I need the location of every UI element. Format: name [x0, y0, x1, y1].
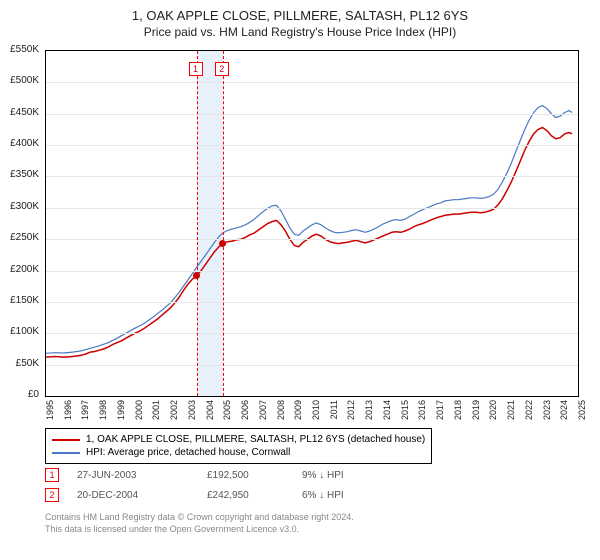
x-tick-label: 2005 [222, 400, 232, 430]
y-tick-label: £300K [0, 201, 39, 212]
x-tick-label: 2014 [382, 400, 392, 430]
gridline [46, 271, 578, 272]
x-tick-label: 2023 [542, 400, 552, 430]
gridline [46, 145, 578, 146]
legend-label: HPI: Average price, detached house, Corn… [86, 447, 290, 458]
footnote-line: This data is licensed under the Open Gov… [45, 524, 354, 536]
x-tick-label: 2018 [453, 400, 463, 430]
x-tick-label: 2022 [524, 400, 534, 430]
sale-row-number: 1 [45, 468, 59, 482]
sale-date: 27-JUN-2003 [77, 470, 207, 481]
x-tick-label: 2006 [240, 400, 250, 430]
sale-diff: 9% ↓ HPI [302, 470, 344, 481]
x-tick-label: 2020 [488, 400, 498, 430]
chart-container: 1, OAK APPLE CLOSE, PILLMERE, SALTASH, P… [0, 0, 600, 560]
x-tick-label: 1995 [45, 400, 55, 430]
legend-row: 1, OAK APPLE CLOSE, PILLMERE, SALTASH, P… [52, 433, 425, 446]
x-tick-label: 1998 [98, 400, 108, 430]
gridline [46, 333, 578, 334]
y-tick-label: £0 [0, 389, 39, 400]
gridline [46, 365, 578, 366]
sale-price: £192,500 [207, 470, 302, 481]
sale-date: 20-DEC-2004 [77, 490, 207, 501]
x-tick-label: 2017 [435, 400, 445, 430]
y-tick-label: £550K [0, 44, 39, 55]
x-tick-label: 2008 [276, 400, 286, 430]
gridline [46, 239, 578, 240]
chart-svg [46, 51, 578, 396]
x-tick-label: 2021 [506, 400, 516, 430]
series-line-hpi [46, 106, 572, 354]
x-tick-label: 1999 [116, 400, 126, 430]
legend-row: HPI: Average price, detached house, Corn… [52, 446, 425, 459]
footnote-line: Contains HM Land Registry data © Crown c… [45, 512, 354, 524]
legend-swatch [52, 452, 80, 454]
y-tick-label: £450K [0, 107, 39, 118]
sale-price: £242,950 [207, 490, 302, 501]
x-tick-label: 2011 [329, 400, 339, 430]
x-tick-label: 2019 [471, 400, 481, 430]
gridline [46, 114, 578, 115]
footnote: Contains HM Land Registry data © Crown c… [45, 512, 354, 535]
sale-diff: 6% ↓ HPI [302, 490, 344, 501]
sale-marker-number: 2 [215, 62, 229, 76]
x-tick-label: 2000 [134, 400, 144, 430]
gridline [46, 302, 578, 303]
y-tick-label: £200K [0, 264, 39, 275]
x-tick-label: 1996 [63, 400, 73, 430]
x-tick-label: 2024 [559, 400, 569, 430]
legend: 1, OAK APPLE CLOSE, PILLMERE, SALTASH, P… [45, 428, 432, 464]
y-tick-label: £150K [0, 295, 39, 306]
x-tick-label: 2001 [151, 400, 161, 430]
y-tick-label: £100K [0, 326, 39, 337]
sale-marker-number: 1 [189, 62, 203, 76]
x-tick-label: 2003 [187, 400, 197, 430]
x-tick-label: 2013 [364, 400, 374, 430]
sale-point-dot [193, 272, 200, 279]
x-tick-label: 2025 [577, 400, 587, 430]
y-tick-label: £400K [0, 138, 39, 149]
gridline [46, 82, 578, 83]
sale-marker-line [223, 51, 224, 396]
legend-swatch [52, 439, 80, 441]
x-tick-label: 2015 [400, 400, 410, 430]
y-tick-label: £250K [0, 232, 39, 243]
x-tick-label: 2002 [169, 400, 179, 430]
sale-row: 2 20-DEC-2004£242,9506% ↓ HPI [45, 488, 344, 502]
x-tick-label: 2010 [311, 400, 321, 430]
page-title: 1, OAK APPLE CLOSE, PILLMERE, SALTASH, P… [0, 0, 600, 23]
chart-plot-area [45, 50, 579, 397]
series-line-price_paid [46, 128, 572, 358]
gridline [46, 176, 578, 177]
legend-label: 1, OAK APPLE CLOSE, PILLMERE, SALTASH, P… [86, 434, 425, 445]
sale-marker-line [197, 51, 198, 396]
y-tick-label: £500K [0, 75, 39, 86]
y-tick-label: £350K [0, 169, 39, 180]
sale-row: 1 27-JUN-2003£192,5009% ↓ HPI [45, 468, 344, 482]
x-tick-label: 1997 [80, 400, 90, 430]
x-tick-label: 2007 [258, 400, 268, 430]
x-tick-label: 2012 [346, 400, 356, 430]
x-tick-label: 2004 [205, 400, 215, 430]
y-tick-label: £50K [0, 358, 39, 369]
x-tick-label: 2016 [417, 400, 427, 430]
sale-row-number: 2 [45, 488, 59, 502]
gridline [46, 208, 578, 209]
x-tick-label: 2009 [293, 400, 303, 430]
page-subtitle: Price paid vs. HM Land Registry's House … [0, 23, 600, 39]
